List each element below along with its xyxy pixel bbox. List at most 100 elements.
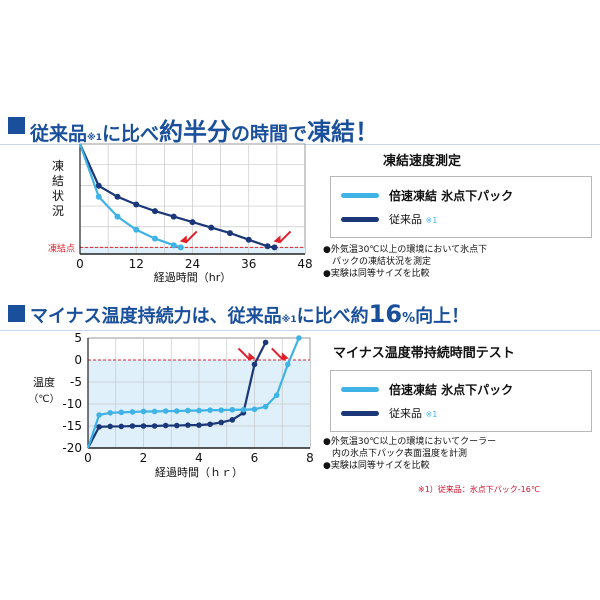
data-point [218,419,224,426]
note-line: 内の氷点下パック表面温度を計測 [332,449,468,459]
legend-text: 従来品 [389,213,422,226]
headline-part: に比べ約 [296,306,369,327]
headline-marker [8,305,25,322]
data-point [151,423,158,429]
data-point [114,213,121,220]
y-axis-label: 況 [52,203,64,218]
headline-part: 向上！ [415,306,470,327]
x-tick-label: 36 [241,257,256,271]
y-axis-label: 結 [52,174,64,188]
data-point [152,235,158,242]
series-line [78,143,275,249]
section2-headline: マイナス温度持続力は、従来品※1に比べ約16%向上！ [0,296,600,330]
subzero-duration-chart: 0 2 4 6 8 5 0 -5 -10 -15 -20 経過時間（ｈｒ） 温度 （℃） [28,331,314,479]
data-point [129,423,136,429]
section2-notes: ●外気温30℃以上の環境においてクーラー 内の氷点下パック表面温度を計測 ●実験… [323,436,496,472]
x-tick-label: 48 [297,257,312,271]
data-point [196,422,202,428]
data-point [177,244,184,251]
red-arrow [278,230,292,244]
x-tick-label: 6 [251,451,259,465]
data-point [229,417,236,423]
data-point [174,408,180,414]
red-arrow-head [179,235,187,244]
y-tick-label: -10 [62,397,82,411]
legend-swatch [341,387,379,392]
headline-part: の時間で [231,123,308,145]
legend-swatch [341,217,379,222]
y-tick-label: -15 [62,419,82,433]
data-point [96,424,102,430]
data-point [207,407,213,413]
data-point [95,182,102,189]
data-point [140,408,147,415]
y-tick-label: -5 [70,375,82,389]
section2-headline-text: マイナス温度持続力は、従来品※1に比べ約16%向上！ [30,300,469,328]
y-tick-label: 5 [74,331,82,345]
data-point [174,422,180,429]
y-axis-label: （℃） [28,393,59,405]
data-point [273,392,280,398]
data-point [271,244,278,251]
headline-emphasis: 約半分 [159,118,232,146]
data-point [262,403,269,410]
data-point [107,423,113,430]
x-tick-label: 24 [185,257,200,271]
data-point [245,236,252,243]
data-point [208,224,215,231]
headline-note: ※1 [87,133,103,143]
data-point [118,423,125,430]
data-point [162,408,169,414]
headline-part: % [402,311,416,326]
legend-label: 倍速凍結 氷点下パック [389,383,514,397]
data-point [185,422,191,428]
y-axis-label: 状 [52,189,64,203]
x-axis-label: 経過時間（hr） [154,271,232,284]
data-point [129,409,136,415]
data-point [262,339,269,346]
data-point [264,243,271,250]
x-tick-label: 0 [76,257,84,271]
data-point [189,219,196,226]
red-arrow-head [248,352,256,361]
data-point [114,193,121,200]
data-point [227,230,233,237]
data-point [185,407,191,414]
data-point [196,407,202,414]
headline-part: 従来品 [30,123,88,145]
data-point [285,361,291,368]
legend-swatch [341,411,379,416]
note-line: ●外気温30℃以上の環境において氷点下 [323,245,488,255]
note-line: ●外気温30℃以上の環境においてクーラー [323,437,497,447]
section1-headline: 従来品※1に比べ約半分の時間で凍結！ [0,108,600,146]
data-point [170,242,177,249]
red-arrow [185,230,198,244]
footnote: ※1）従来品：氷点下パック-16℃ [418,485,540,494]
data-point [133,226,140,233]
headline-part: に比べ [102,123,160,145]
data-point [251,361,258,368]
data-point [207,421,213,428]
freeze-point-label: 凍結点 [48,242,75,254]
y-axis-label: 温度 [33,375,55,389]
headline-note: ※1 [281,315,297,325]
legend-swatch [341,193,379,198]
data-point [118,409,125,416]
x-axis-label: 経過時間（ｈｒ） [155,466,243,479]
legend-text: 従来品 [389,407,422,420]
legend-note: ※1 [425,216,438,225]
x-tick-label: 8 [306,451,314,465]
data-point [152,208,158,215]
headline-emphasis: 16 [368,300,403,328]
note-line: パックの凍結状況を測定 [332,257,432,267]
note-line: ●実験は同等サイズを比較 [323,461,430,471]
data-point [133,201,140,208]
legend-label: 従来品 ※1 [389,211,437,227]
divider [0,330,600,331]
data-point [140,423,147,429]
data-point [240,406,247,413]
x-tick-label: 12 [129,257,144,271]
headline-part: マイナス温度持続力は、従来品 [30,306,282,327]
data-point [251,406,258,413]
